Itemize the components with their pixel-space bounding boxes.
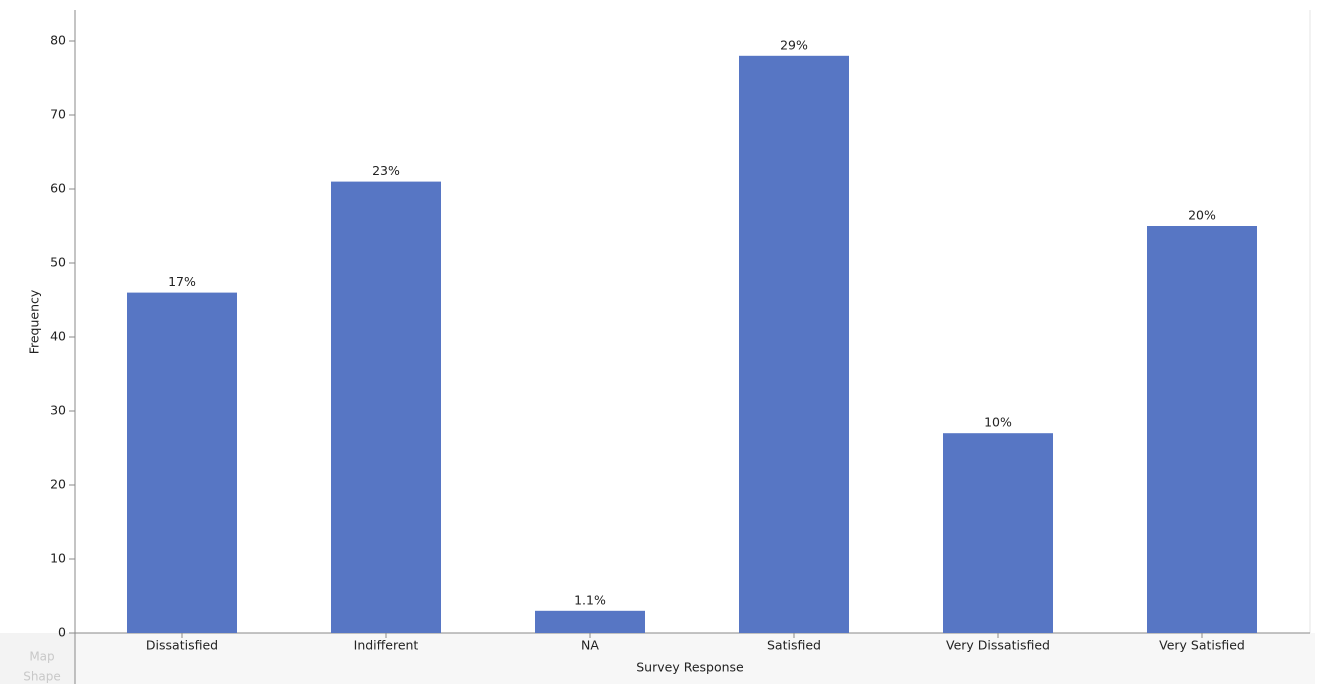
drop-zone-label: Shape [23, 670, 61, 684]
y-axis-title: Frequency [27, 289, 42, 354]
bar [739, 55, 849, 634]
data-label: 10% [984, 415, 1012, 430]
y-tick-label: 30 [50, 403, 66, 418]
bar [127, 292, 237, 633]
bar [943, 433, 1053, 633]
y-tick-label: 40 [50, 329, 66, 344]
x-axis-area [75, 633, 1315, 684]
x-axis-title: Survey Response [636, 660, 744, 675]
drop-zone-label: Map [29, 650, 54, 664]
data-label: 23% [372, 163, 400, 178]
y-tick-label: 80 [50, 33, 66, 48]
bar [535, 610, 645, 633]
data-label: 29% [780, 37, 808, 52]
y-tick-label: 60 [50, 181, 66, 196]
data-label: 20% [1188, 208, 1216, 223]
drop-zone [0, 633, 75, 684]
bar [1147, 226, 1257, 633]
y-tick-label: 70 [50, 107, 66, 122]
data-label: 1.1% [574, 592, 606, 607]
y-tick-label: 50 [50, 255, 66, 270]
y-tick-label: 10 [50, 551, 66, 566]
y-tick-label: 20 [50, 477, 66, 492]
x-tick-label: Very Satisfied [1159, 638, 1245, 653]
x-tick-label: Dissatisfied [146, 638, 218, 653]
x-tick-label: Indifferent [354, 638, 419, 653]
x-tick-label: Satisfied [767, 638, 821, 653]
x-tick-label: NA [581, 638, 599, 653]
bar [331, 181, 441, 633]
x-tick-label: Very Dissatisfied [946, 638, 1050, 653]
y-tick-label: 0 [58, 625, 66, 640]
data-label: 17% [168, 274, 196, 289]
